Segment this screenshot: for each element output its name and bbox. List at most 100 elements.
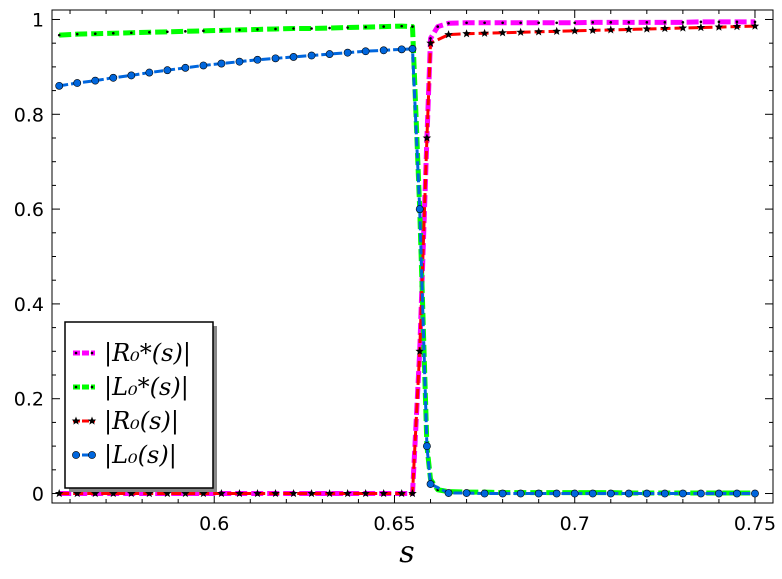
y-tick-label: 0.6 [14,199,44,221]
x-tick-label: 0.7 [560,513,590,535]
data-point [235,57,244,66]
data-point [379,46,388,55]
data-point [751,489,759,498]
data-point [55,81,64,90]
data-point [145,68,154,77]
data-point [217,489,226,498]
series-layer [54,19,760,498]
data-point [750,21,760,30]
data-point [696,23,706,32]
data-point [57,33,61,37]
data-point [591,21,595,24]
data-point [606,25,616,34]
data-point [415,205,424,213]
data-point [426,38,435,47]
data-point [166,30,169,34]
data-point [271,54,280,63]
data-point [697,489,705,498]
x-tick-label: 0.65 [373,513,415,535]
data-point [253,55,262,64]
data-point [289,489,298,498]
data-point [624,24,634,34]
data-point [74,385,78,389]
data-point [181,489,190,498]
series-3 [55,44,759,498]
data-point [93,32,97,36]
data-point [400,24,403,28]
data-point [109,489,118,498]
data-point [624,489,633,498]
data-point [570,26,579,35]
data-point [555,21,558,25]
data-point [397,489,406,498]
data-point [127,489,136,498]
data-point [573,21,577,25]
data-point [163,489,172,498]
data-point [74,351,78,355]
data-point [361,489,370,498]
data-point [71,416,81,425]
data-point [87,416,97,425]
data-point [483,21,486,25]
series-line [59,24,756,496]
data-point [436,25,440,28]
data-point [422,133,432,142]
data-point [516,489,525,498]
data-point [310,27,313,30]
data-point [307,51,316,60]
data-point [462,29,471,38]
data-point [199,61,208,70]
data-point [238,28,241,32]
data-point [274,27,277,31]
data-point [714,22,724,31]
data-point [519,21,522,25]
data-point [408,489,417,498]
x-tick-label: 0.75 [734,513,776,535]
data-point [217,59,226,68]
data-point [480,489,489,498]
series-2 [54,21,760,498]
data-point [480,28,489,37]
legend-label: |L₀*(s)| [104,373,189,402]
y-tick-label: 0.8 [14,104,44,126]
data-point [462,489,471,497]
data-point [678,23,688,32]
data-point [72,451,80,459]
data-point [54,489,64,498]
data-point [343,489,352,498]
y-tick-label: 0.2 [14,389,44,411]
data-point [570,489,579,498]
data-point [88,451,96,459]
data-point [163,66,172,75]
data-point [444,489,453,497]
data-point [289,53,298,61]
data-point [609,21,613,24]
data-point [379,489,388,498]
data-point [429,37,432,40]
data-point [663,21,667,24]
data-point [73,79,82,87]
legend-label: |R₀*(s)| [104,339,191,368]
data-point [408,44,417,53]
data-point [328,26,331,30]
data-point [90,351,94,355]
data-point [90,489,100,498]
data-point [130,31,133,35]
data-point [501,21,504,25]
data-point [660,489,669,498]
data-point [292,27,295,30]
data-point [75,32,79,36]
data-point [145,489,154,498]
y-tick-label: 0.4 [14,294,44,316]
data-point [426,480,435,488]
data-point [537,21,540,25]
data-point [732,22,742,31]
data-point [699,20,703,24]
data-point [588,489,597,498]
data-point [735,20,739,24]
data-point [717,20,721,24]
x-tick-label: 0.6 [199,513,229,535]
data-point [465,21,468,25]
data-point [346,26,349,29]
